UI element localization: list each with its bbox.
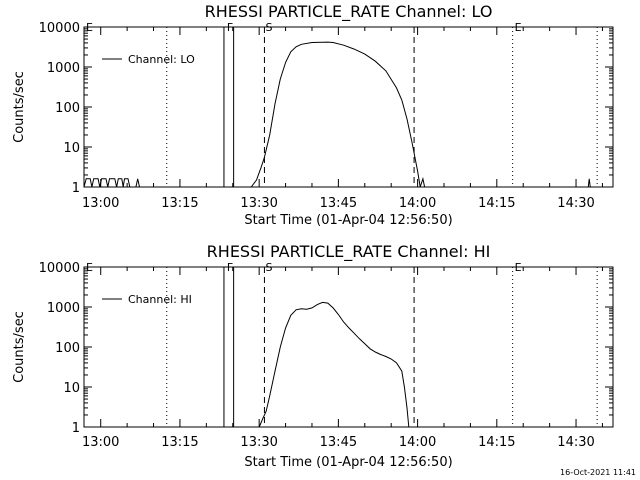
x-tick-label: 13:15 [161,196,198,211]
marker-label: E [86,21,93,34]
x-axis-label: Start Time (01-Apr-04 12:56:50) [244,455,452,470]
chart-title: RHESSI PARTICLE_RATE Channel: LO [205,2,493,22]
y-tick-label: 10000 [39,261,80,276]
y-tick-label: 1000 [47,301,80,316]
x-tick-label: 13:45 [320,435,357,450]
plot-frame [83,26,614,188]
timestamp: 16-Oct-2021 11:41 [560,468,636,477]
marker-label: S [266,21,273,34]
y-tick-label: 10000 [39,21,80,36]
y-tick-label: 1000 [47,61,80,76]
y-tick-label: 1 [72,181,80,196]
y-axis-label: Counts/sec [12,71,27,143]
y-tick-label: 10 [63,141,80,156]
marker-label: F [227,21,233,34]
series-line [258,301,410,428]
panel-1: RHESSI PARTICLE_RATE Channel: LO 1 10 100 10… [12,2,614,228]
x-tick-label: 13:00 [82,435,119,450]
marker-label: S [266,261,273,274]
panel-2: RHESSI PARTICLE_RATE Channel: HI 1 10 100 10… [12,242,614,470]
y-tick-label: 10 [63,381,80,396]
marker-label: E [515,21,522,34]
marker-label: E [515,261,522,274]
x-tick-label: 14:00 [399,196,436,211]
legend-label: Channel: LO [128,53,195,66]
y-tick-label: 1 [72,421,80,436]
x-tick-label: 13:45 [320,196,357,211]
plot-frame [83,266,614,428]
legend-label: Channel: HI [128,293,192,306]
x-tick-label: 13:15 [161,435,198,450]
y-tick-label: 100 [55,341,80,356]
spike-mark [587,178,591,188]
marker-label: E [86,261,93,274]
x-tick-label: 13:00 [82,196,119,211]
x-tick-label: 14:30 [557,435,594,450]
x-tick-label: 14:15 [478,435,515,450]
y-axis-label: Counts/sec [12,311,27,383]
x-tick-label: 13:30 [240,435,277,450]
y-tick-label: 100 [55,101,80,116]
x-tick-label: 14:15 [478,196,515,211]
x-tick-label: 14:00 [399,435,436,450]
series-line [83,41,426,188]
x-tick-label: 13:30 [240,196,277,211]
marker-label: F [227,261,233,274]
chart-title: RHESSI PARTICLE_RATE Channel: HI [207,242,491,262]
x-tick-label: 14:30 [557,196,594,211]
x-axis-label: Start Time (01-Apr-04 12:56:50) [244,213,452,228]
